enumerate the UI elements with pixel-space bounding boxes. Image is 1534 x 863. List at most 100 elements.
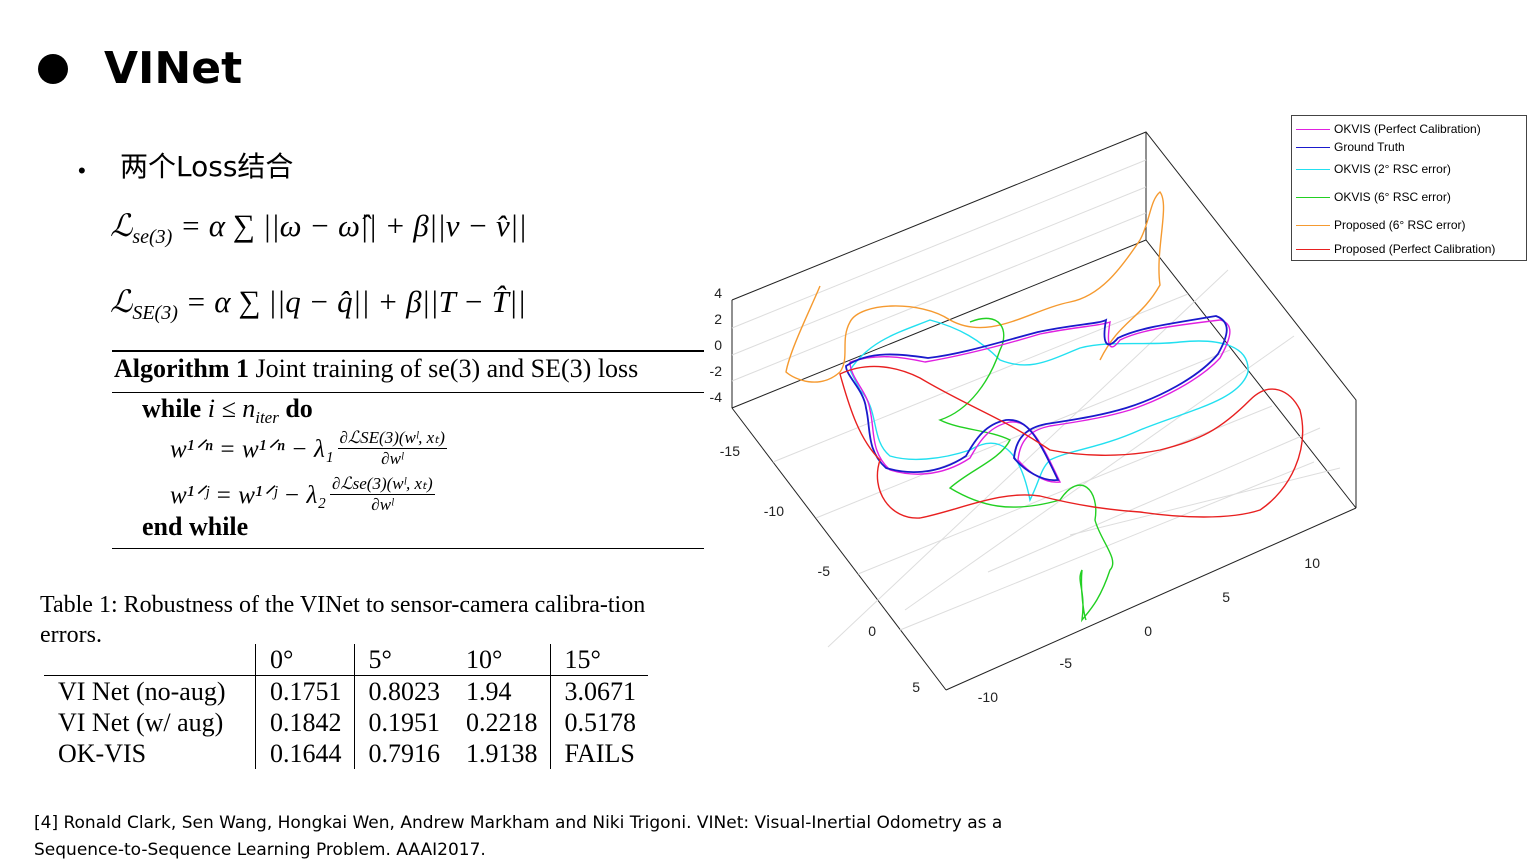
update2-numerator: ∂ℒse(3)(wˡ, xₜ) — [330, 474, 435, 495]
table-header-cell: 5° — [353, 644, 452, 676]
y-tick-label: 5 — [1222, 589, 1230, 605]
reference-line-1: [4] Ronald Clark, Sen Wang, Hongkai Wen,… — [34, 813, 1003, 833]
update2-lhs: w¹ᐟʲ = w¹ᐟʲ − λ₂ — [170, 481, 326, 509]
update2-denominator: ∂wˡ — [371, 495, 394, 514]
table-cell: 0.5178 — [549, 707, 648, 738]
reference-citation: [4] Ronald Clark, Sen Wang, Hongkai Wen,… — [34, 810, 1134, 863]
eq2-lhs-sub: SE(3) — [132, 302, 178, 325]
trajectories — [785, 191, 1304, 623]
y-tick-label: 10 — [1304, 555, 1320, 571]
z-tick-label: 4 — [714, 285, 722, 301]
z-tick-label: 2 — [714, 311, 722, 327]
while-condition: i ≤ n — [207, 394, 256, 423]
eq1-lhs: ℒ — [110, 208, 133, 243]
x-tick-label: 0 — [868, 623, 876, 639]
z-tick-label: -2 — [710, 363, 723, 379]
legend-swatch — [1296, 168, 1330, 170]
table-cell: 3.0671 — [549, 675, 648, 707]
algorithm-end-while: end while — [142, 512, 249, 541]
eq2-rhs: = α ∑ ||q − q̂|| + β||T − T̂|| — [185, 284, 526, 319]
table-cell: OK-VIS — [58, 738, 147, 768]
legend-item: Ground Truth — [1296, 140, 1405, 154]
table-header-cell: 15° — [549, 644, 648, 676]
update1-numerator: ∂ℒSE(3)(wˡ, xₜ) — [337, 428, 447, 449]
plot-box — [731, 131, 1357, 691]
table-cell: VI Net (no-aug) — [44, 675, 256, 707]
table-cell: 0.7916 — [353, 738, 452, 769]
equation-SE3: ℒSE(3) = α ∑ ||q − q̂|| + β||T − T̂|| — [110, 284, 526, 325]
legend-item: Proposed (Perfect Calibration) — [1296, 242, 1495, 256]
legend-label: Proposed (6° RSC error) — [1334, 218, 1466, 232]
subtitle-bullet-icon: • — [78, 158, 86, 183]
trajectory-okvis-6deg — [938, 317, 1114, 623]
legend-label: OKVIS (2° RSC error) — [1334, 162, 1451, 176]
table-header-cell — [44, 644, 256, 676]
z-tick-label: 0 — [714, 337, 722, 353]
algorithm-label: Algorithm 1 — [114, 354, 250, 383]
results-table: 0° 5° 10° 15° VI Net (no-aug) 0.1751 0.8… — [44, 644, 648, 769]
algorithm-top-rule — [112, 350, 704, 352]
y-tick-label: -10 — [978, 689, 998, 705]
legend-swatch — [1296, 146, 1330, 148]
legend-item: Proposed (6° RSC error) — [1296, 218, 1466, 232]
algorithm-mid-rule — [112, 392, 704, 393]
legend-swatch — [1296, 248, 1330, 250]
eq1-rhs: = α ∑ ||ω − ω̂|| + β||v − v̂|| — [180, 208, 527, 243]
legend-label: OKVIS (6° RSC error) — [1334, 190, 1451, 204]
table-cell: 0.1951 — [353, 707, 452, 738]
algorithm-while-line: while i ≤ niter do — [142, 394, 313, 428]
table-cell: VI Net (w/ aug) — [58, 707, 224, 737]
x-tick-label: -10 — [764, 503, 784, 519]
table-cell: 1.94 — [452, 675, 550, 707]
slide-title: VINet — [104, 43, 243, 94]
legend-swatch — [1296, 224, 1330, 226]
do-keyword: do — [285, 394, 313, 423]
eq1-lhs-sub: se(3) — [132, 226, 173, 249]
while-keyword: while — [142, 394, 202, 423]
reference-line-2: Sequence-to-Sequence Learning Problem. A… — [34, 840, 486, 860]
legend-label: OKVIS (Perfect Calibration) — [1334, 122, 1481, 136]
legend-swatch — [1296, 196, 1330, 198]
table-header-cell: 0° — [255, 644, 354, 676]
trajectory-okvis-perfect — [849, 319, 1231, 483]
algorithm-title-text: Joint training of se(3) and SE(3) loss — [255, 354, 639, 383]
legend-swatch — [1296, 128, 1330, 130]
eq2-lhs: ℒ — [110, 284, 133, 319]
z-tick-label: -4 — [710, 389, 723, 405]
algorithm-update-2: w¹ᐟʲ = w¹ᐟʲ − λ₂ ∂ℒse(3)(wˡ, xₜ) ∂wˡ — [170, 474, 435, 515]
table-cell: 0.1751 — [255, 675, 354, 707]
table-cell: 0.2218 — [466, 707, 538, 737]
trajectory-proposed-perfect — [839, 365, 1304, 519]
x-tick-label: -5 — [818, 563, 831, 579]
table-header-row: 0° 5° 10° 15° — [44, 644, 648, 676]
equation-se3: ℒse(3) = α ∑ ||ω − ω̂|| + β||v − v̂|| — [110, 208, 527, 249]
update1-denominator: ∂wˡ — [381, 449, 404, 468]
table-caption: Table 1: Robustness of the VINet to sens… — [40, 592, 646, 648]
table-cell: 0.1842 — [255, 707, 354, 738]
table-header-cell: 10° — [452, 644, 550, 676]
slide-subtitle: 两个Loss结合 — [120, 150, 294, 183]
table-row: OK-VIS 0.1644 0.7916 1.9138 FAILS — [44, 738, 648, 769]
table-row: VI Net (no-aug) 0.1751 0.8023 1.94 3.067… — [44, 675, 648, 707]
legend-label: Ground Truth — [1334, 140, 1405, 154]
update1-lhs: w¹ᐟⁿ = w¹ᐟⁿ − λ₁ — [170, 435, 334, 463]
trajectory-ground-truth — [845, 315, 1228, 482]
y-tick-label: 0 — [1144, 623, 1152, 639]
x-tick-label: -15 — [720, 443, 740, 459]
algorithm-title: Algorithm 1 Joint training of se(3) and … — [114, 354, 638, 384]
table-row: VI Net (w/ aug) 0.1842 0.1951 0.2218 0.5… — [44, 707, 648, 738]
table-cell: 1.9138 — [466, 738, 538, 768]
chart-legend: OKVIS (Perfect Calibration) Ground Truth… — [1291, 115, 1527, 261]
legend-item: OKVIS (2° RSC error) — [1296, 162, 1451, 176]
y-tick-label: -5 — [1060, 655, 1073, 671]
legend-label: Proposed (Perfect Calibration) — [1334, 242, 1496, 256]
legend-item: OKVIS (Perfect Calibration) — [1296, 122, 1481, 136]
title-bullet-icon — [38, 54, 68, 84]
axis-ticks: 4 2 0 -2 -4 -15 -10 -5 0 5 -10 -5 0 5 10 — [710, 285, 1321, 705]
algorithm-bottom-rule — [112, 548, 704, 549]
algorithm-update-1: w¹ᐟⁿ = w¹ᐟⁿ − λ₁ ∂ℒSE(3)(wˡ, xₜ) ∂wˡ — [170, 428, 447, 469]
table-cell: 0.8023 — [353, 675, 452, 707]
table-cell: FAILS — [549, 738, 648, 769]
x-tick-label: 5 — [912, 679, 920, 695]
